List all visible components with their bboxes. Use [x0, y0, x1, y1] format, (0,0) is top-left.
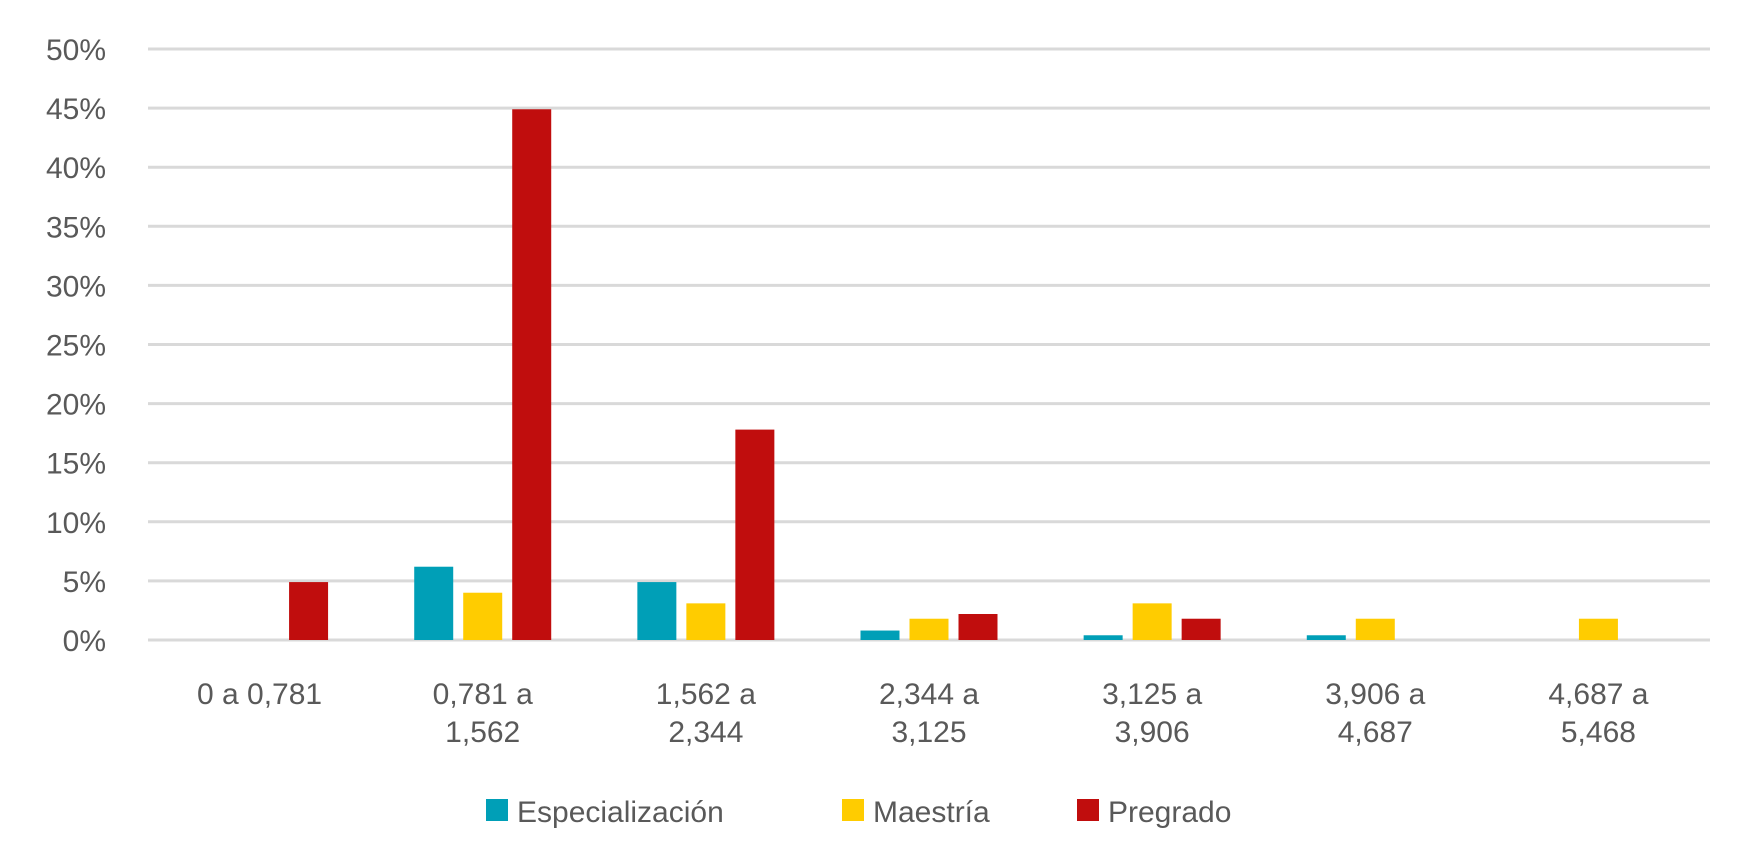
- x-tick-label: 1,562: [445, 716, 520, 749]
- gridlines: [148, 47, 1710, 642]
- bar-pregrado-4: [1181, 618, 1221, 640]
- legend-swatch-0: [486, 799, 508, 821]
- x-tick-label: 3,906 a: [1325, 678, 1425, 711]
- y-tick-label: 20%: [46, 389, 106, 422]
- x-tick-label: 0,781 a: [433, 678, 533, 711]
- legend-label-1: Maestría: [873, 796, 990, 829]
- bar-maestr-a-2: [686, 603, 726, 640]
- y-tick-label: 50%: [46, 34, 106, 67]
- x-tick-label: 4,687: [1338, 716, 1413, 749]
- y-tick-label: 25%: [46, 330, 106, 363]
- x-tick-label: 5,468: [1561, 716, 1636, 749]
- x-tick-label: 3,906: [1115, 716, 1190, 749]
- y-tick-label: 30%: [46, 270, 106, 303]
- y-tick-label: 15%: [46, 448, 106, 481]
- legend: Especialización Maestría Pregrado: [486, 796, 1231, 829]
- y-tick-label: 10%: [46, 507, 106, 540]
- legend-swatch-1: [842, 799, 864, 821]
- x-tick-label: 3,125 a: [1102, 678, 1202, 711]
- bar-pregrado-1: [512, 109, 552, 641]
- x-tick-label: 4,687 a: [1548, 678, 1648, 711]
- bar-especializaci-n-2: [637, 582, 677, 640]
- bar-especializaci-n-4: [1083, 635, 1123, 640]
- x-tick-label: 3,125: [891, 716, 966, 749]
- x-tick-label: 1,562 a: [656, 678, 756, 711]
- bar-especializaci-n-1: [414, 566, 454, 640]
- y-axis-ticks: 0% 5% 10% 15% 20% 25% 30% 35% 40% 45% 50%: [46, 34, 106, 658]
- x-tick-label: 2,344: [668, 716, 743, 749]
- bar-pregrado-2: [735, 429, 775, 640]
- bar-maestr-a-6: [1578, 618, 1618, 640]
- y-tick-label: 0%: [63, 625, 106, 658]
- bar-maestr-a-3: [909, 618, 949, 640]
- bar-especializaci-n-3: [860, 630, 900, 640]
- legend-label-0: Especialización: [517, 796, 724, 829]
- legend-swatch-2: [1077, 799, 1099, 821]
- bar-maestr-a-4: [1132, 603, 1172, 640]
- bar-pregrado-0: [289, 582, 329, 640]
- legend-label-2: Pregrado: [1108, 796, 1231, 829]
- y-tick-label: 45%: [46, 93, 106, 126]
- bar-especializaci-n-5: [1306, 635, 1346, 640]
- y-tick-label: 35%: [46, 211, 106, 244]
- y-tick-label: 5%: [63, 566, 106, 599]
- x-tick-label: 0 a 0,781: [197, 678, 322, 711]
- bar-maestr-a-1: [463, 592, 503, 640]
- x-axis-ticks: 0 a 0,781 0,781 a 1,562 1,562 a 2,344 2,344 a…: [197, 678, 1649, 749]
- x-tick-label: 2,344 a: [879, 678, 979, 711]
- bars: [289, 109, 1618, 641]
- bar-pregrado-3: [958, 613, 998, 640]
- y-tick-label: 40%: [46, 152, 106, 185]
- bar-maestr-a-5: [1355, 618, 1395, 640]
